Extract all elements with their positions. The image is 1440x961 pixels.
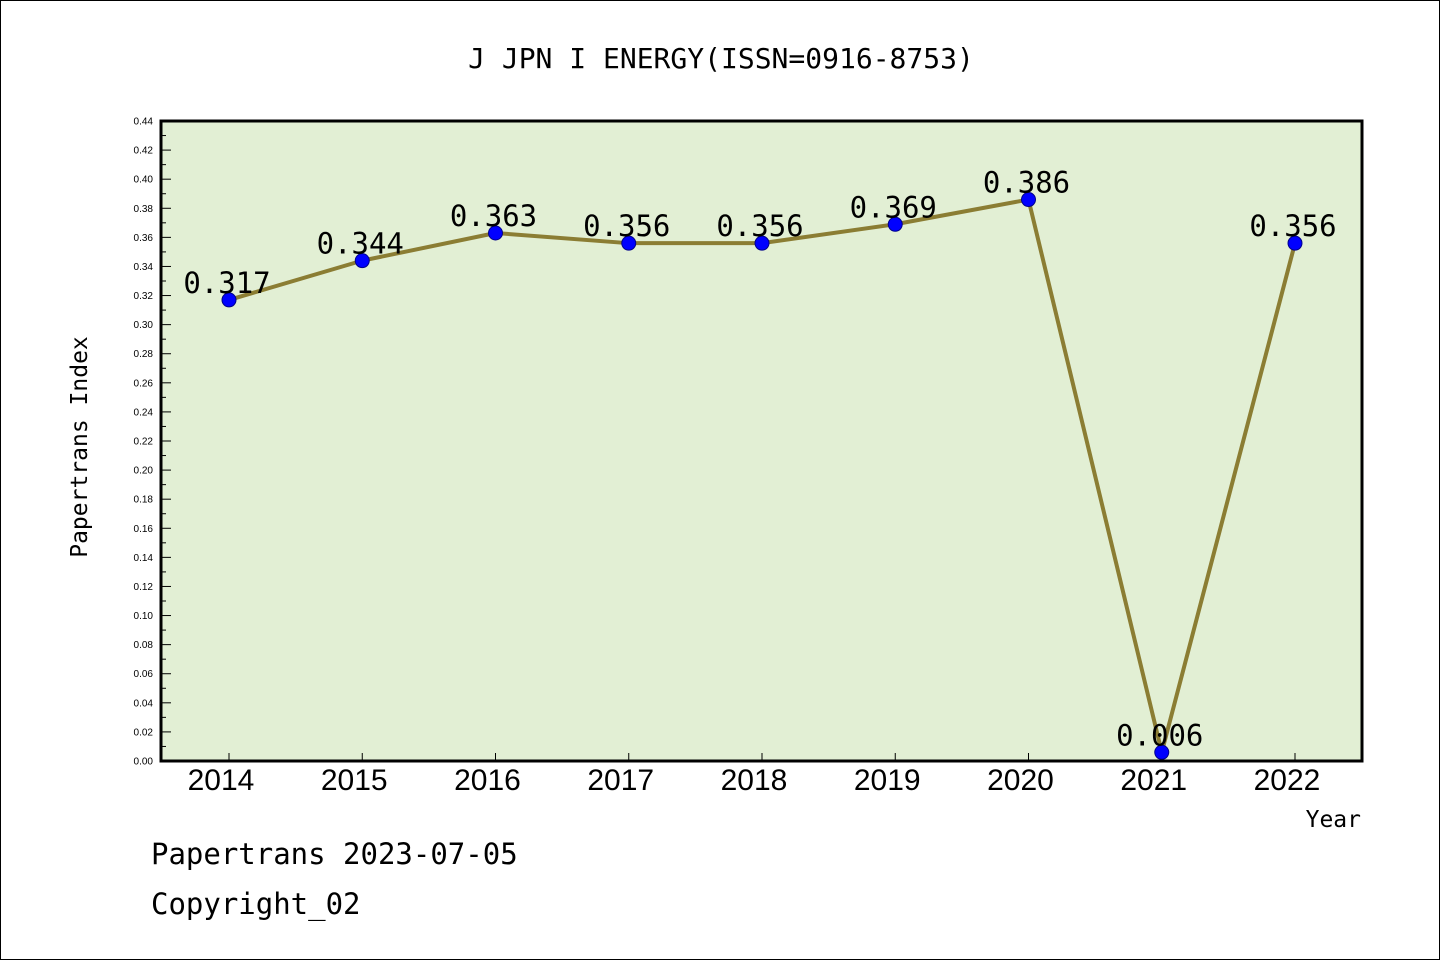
x-tick-label: 2014 [188, 764, 255, 797]
data-label: 0.356 [583, 209, 670, 243]
x-tick-label: 2021 [1120, 764, 1187, 797]
y-tick-label: 0.00 [134, 757, 154, 768]
y-tick-label: 0.24 [134, 407, 154, 418]
y-tick-label: 0.28 [134, 349, 154, 360]
footer-date-text: Papertrans 2023-07-05 [151, 837, 518, 871]
y-tick-label: 0.16 [134, 524, 154, 535]
series-group: 0.317 0.344 0.363 0.356 0.356 0.369 0.386 0.006… [183, 166, 1337, 760]
y-tick-label: 0.38 [134, 204, 154, 215]
y-tick-label: 0.34 [134, 262, 154, 273]
data-label: 0.344 [317, 227, 404, 261]
y-tick-label: 0.26 [134, 378, 154, 389]
y-tick-label: 0.12 [134, 582, 154, 593]
y-tick-label: 0.02 [134, 727, 154, 738]
x-tick-label: 2018 [721, 764, 788, 797]
x-tick-label: 2016 [454, 764, 521, 797]
x-tick-label: 2015 [321, 764, 388, 797]
data-point [887, 216, 903, 232]
y-tick-label: 0.32 [134, 291, 154, 302]
x-tick-label: 2020 [987, 764, 1054, 797]
data-point [1154, 744, 1170, 760]
data-point [221, 292, 237, 308]
footer-copyright-text: Copyright_02 [151, 887, 361, 921]
data-point [354, 253, 370, 269]
y-tick-label: 0.10 [134, 611, 154, 622]
x-tick-label: 2022 [1254, 764, 1321, 797]
x-axis-label: Year [1306, 807, 1361, 833]
y-tick-label: 0.14 [134, 553, 154, 564]
data-label: 0.363 [450, 199, 537, 233]
y-tick-label: 0.04 [134, 698, 154, 709]
y-axis-label: Papertrans Index [67, 336, 93, 558]
data-point [488, 225, 503, 241]
data-label: 0.356 [1249, 209, 1336, 243]
plot-area [161, 121, 1362, 761]
data-point [621, 235, 637, 251]
y-axis-ticks: 0.00 0.02 0.04 0.06 0.08 0.10 0.12 0.14 0.16 0.18… [134, 117, 171, 768]
y-tick-label: 0.06 [134, 669, 154, 680]
data-label: 0.369 [850, 190, 937, 224]
data-label: 0.317 [183, 266, 270, 300]
y-tick-label: 0.42 [134, 146, 154, 157]
y-tick-label: 0.18 [134, 495, 154, 506]
x-tick-label: 2019 [854, 764, 921, 797]
data-label: 0.356 [716, 209, 803, 243]
y-tick-label: 0.22 [134, 437, 154, 448]
y-tick-label: 0.44 [134, 117, 154, 128]
y-tick-label: 0.40 [134, 175, 154, 186]
data-label: 0.386 [983, 166, 1070, 200]
x-axis-ticks: 2014 2015 2016 2017 2018 2019 2020 2021 2022 [188, 753, 1321, 797]
y-tick-label: 0.08 [134, 640, 154, 651]
chart-title: J JPN I ENERGY(ISSN=0916-8753) [468, 42, 974, 75]
data-point [1021, 192, 1036, 208]
data-label: 0.006 [1116, 718, 1203, 752]
plot-border [159, 119, 1364, 763]
data-point [1287, 235, 1303, 251]
data-point [754, 235, 770, 251]
x-tick-label: 2017 [587, 764, 654, 797]
y-tick-label: 0.36 [134, 233, 154, 244]
y-tick-label: 0.30 [134, 320, 154, 331]
y-tick-label: 0.20 [134, 466, 154, 477]
